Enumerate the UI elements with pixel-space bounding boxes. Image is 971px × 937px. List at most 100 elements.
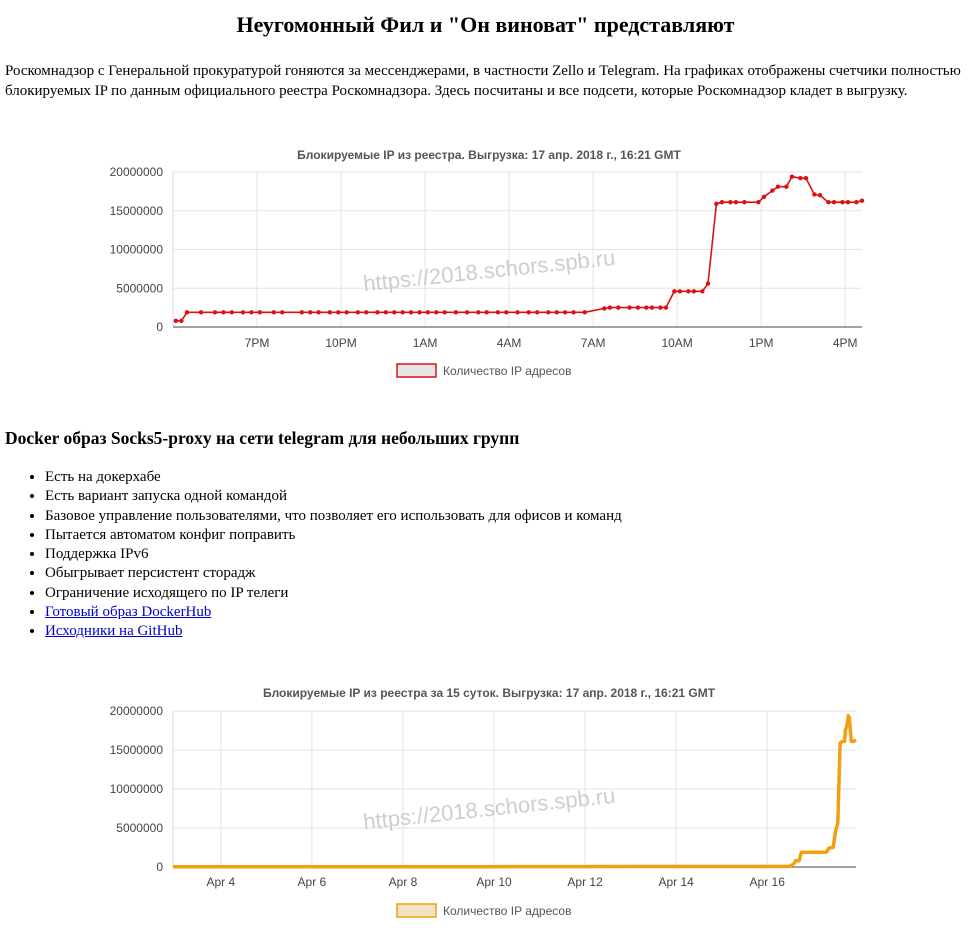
- data-point: [212, 310, 218, 315]
- y-tick-label: 10000000: [110, 782, 164, 796]
- data-point: [649, 305, 655, 310]
- feature-item: Пытается автоматом конфиг поправить: [45, 526, 622, 545]
- y-tick-label: 5000000: [116, 281, 163, 295]
- y-tick-label: 15000000: [110, 743, 164, 757]
- data-point: [756, 200, 761, 205]
- data-point: [582, 310, 587, 315]
- data-point: [686, 289, 691, 294]
- x-tick-label: Apr 14: [658, 875, 694, 889]
- data-point: [464, 310, 470, 315]
- feature-item-link: Готовый образ DockerHub: [45, 603, 622, 622]
- y-tick-label: 0: [156, 320, 163, 334]
- data-point: [784, 184, 789, 189]
- data-point: [607, 305, 613, 310]
- x-tick-label: Apr 8: [389, 875, 418, 889]
- data-point: [229, 310, 235, 315]
- y-tick-label: 20000000: [110, 704, 164, 718]
- data-point: [798, 176, 803, 181]
- x-tick-label: 4AM: [497, 336, 522, 350]
- data-point: [383, 310, 389, 315]
- data-point: [364, 310, 369, 315]
- data-point: [476, 310, 481, 315]
- data-point: [812, 192, 817, 197]
- data-point: [484, 310, 489, 315]
- feature-list: Есть на докерхабе Есть вариант запуска о…: [0, 468, 622, 642]
- dockerhub-link[interactable]: Готовый образ DockerHub: [45, 604, 212, 621]
- data-point: [803, 176, 809, 181]
- data-point: [728, 200, 733, 205]
- data-point: [280, 310, 285, 315]
- chart-24h: Блокируемые IP из реестра. Выгрузка: 17 …: [110, 148, 865, 378]
- data-point: [700, 289, 705, 294]
- data-point: [546, 310, 551, 315]
- data-point: [644, 305, 649, 310]
- data-point: [221, 310, 226, 315]
- data-point: [271, 310, 277, 315]
- feature-item: Базовое управление пользователями, что п…: [45, 507, 622, 526]
- data-point: [705, 281, 711, 286]
- data-point: [677, 289, 683, 294]
- feature-item: Ограничение исходящего по IP телеги: [45, 584, 622, 603]
- x-tick-label: 7PM: [245, 336, 270, 350]
- data-point: [742, 200, 747, 205]
- data-point: [179, 318, 184, 323]
- data-point: [400, 310, 405, 315]
- data-point: [554, 310, 559, 315]
- data-point: [504, 310, 509, 315]
- data-point: [571, 310, 576, 315]
- data-point: [392, 310, 397, 315]
- data-point: [198, 310, 204, 315]
- chart-title: Блокируемые IP из реестра за 15 суток. В…: [263, 686, 716, 700]
- y-tick-label: 10000000: [110, 243, 164, 257]
- x-tick-label: 1PM: [749, 336, 774, 350]
- x-tick-label: 7AM: [581, 336, 606, 350]
- data-point: [658, 305, 663, 310]
- data-point: [375, 310, 380, 315]
- feature-item: Обыгрывает персистент сторадж: [45, 564, 622, 583]
- data-point: [831, 200, 837, 205]
- feature-item-link: Исходники на GitHub: [45, 622, 622, 641]
- y-tick-label: 20000000: [110, 165, 164, 179]
- data-point: [775, 184, 781, 189]
- data-point: [515, 310, 520, 315]
- data-point: [408, 310, 414, 315]
- legend-swatch: [396, 903, 437, 918]
- page-title: Неугомонный Фил и "Он виноват" представл…: [236, 12, 735, 37]
- x-tick-label: 10PM: [325, 336, 356, 350]
- data-point: [534, 310, 540, 315]
- github-link[interactable]: Исходники на GitHub: [45, 623, 183, 640]
- data-point: [719, 200, 725, 205]
- chart-15-days: Блокируемые IP из реестра за 15 суток. В…: [110, 686, 857, 918]
- data-point: [299, 310, 305, 315]
- data-point: [434, 310, 439, 315]
- data-point: [845, 200, 851, 205]
- data-point: [663, 305, 669, 310]
- y-tick-label: 15000000: [110, 204, 164, 218]
- data-point: [425, 310, 431, 315]
- legend-swatch: [396, 363, 437, 378]
- data-point: [859, 198, 865, 203]
- feature-item: Поддержка IPv6: [45, 545, 622, 564]
- x-tick-label: Apr 4: [206, 875, 235, 889]
- data-point: [733, 200, 739, 205]
- legend-label: Количество IP адресов: [443, 364, 571, 378]
- data-point: [173, 318, 179, 323]
- x-tick-label: 1AM: [413, 336, 438, 350]
- data-point: [308, 310, 313, 315]
- series-line: [175, 175, 863, 322]
- data-point: [789, 174, 795, 179]
- data-point: [344, 310, 349, 315]
- x-tick-label: Apr 10: [476, 875, 512, 889]
- data-point: [826, 200, 831, 205]
- y-tick-label: 5000000: [116, 821, 163, 835]
- intro-paragraph: Роскомнадзор с Генеральной прокуратурой …: [5, 63, 961, 99]
- data-point: [316, 310, 321, 315]
- data-point: [417, 310, 422, 315]
- series-line: [173, 713, 857, 869]
- data-point: [327, 310, 333, 315]
- data-point: [257, 310, 263, 315]
- data-point: [770, 188, 775, 193]
- data-point: [817, 193, 823, 198]
- data-point: [249, 310, 254, 315]
- feature-item: Есть на докерхабе: [45, 468, 622, 487]
